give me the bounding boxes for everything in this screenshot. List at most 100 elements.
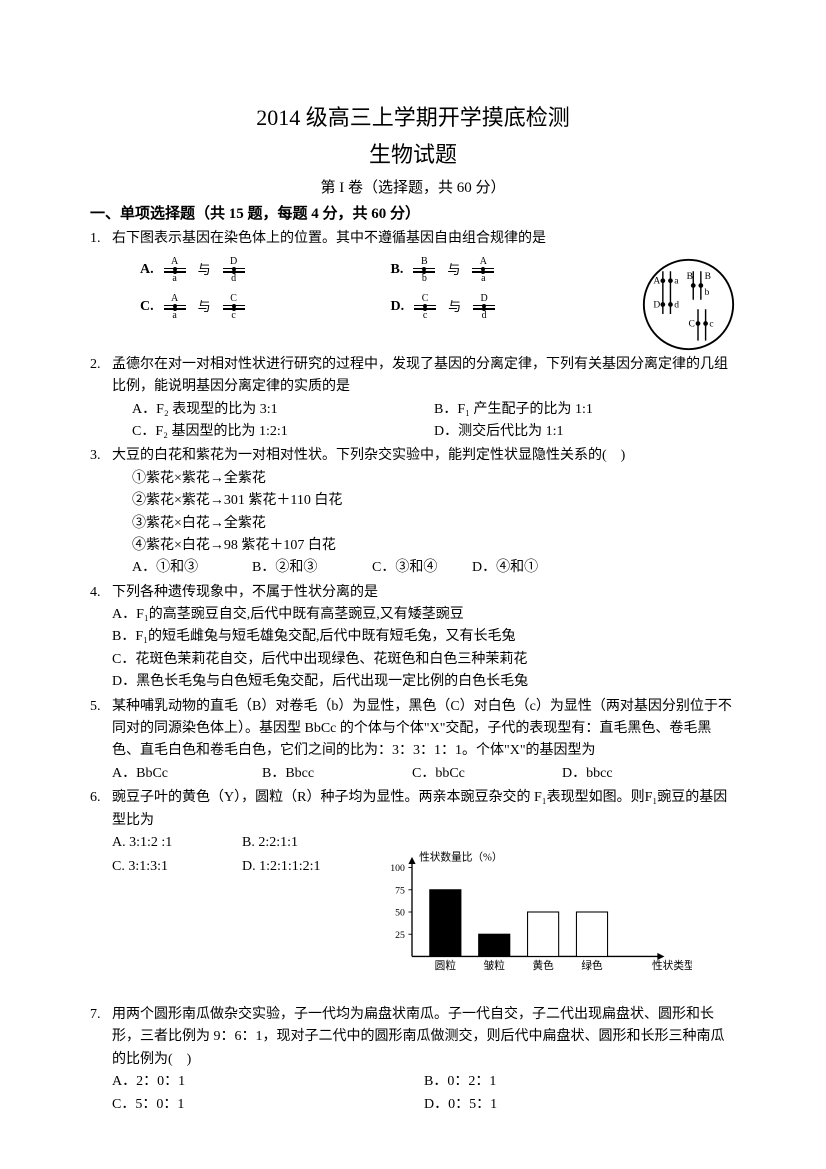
yu-label: 与: [198, 297, 211, 318]
question-1: 1. 右下图表示基因在染色体上的位置。其中不遵循基因自由组合规律的是: [90, 228, 736, 250]
q1-opt-d-label: D.: [391, 296, 405, 318]
chrom-pair-a: Aa 与 Dd: [160, 257, 249, 284]
chrom-pair-d: Cc 与 Dd: [410, 294, 499, 321]
chrom-letter: d: [231, 274, 236, 284]
svg-text:75: 75: [395, 885, 405, 896]
svg-text:100: 100: [390, 863, 405, 874]
q6-option-b: B. 2:2:1:1: [242, 832, 372, 854]
q1-option-d: D. Cc 与 Dd: [391, 294, 642, 321]
q3-line-2: ②紫花×紫花→301 紫花＋110 白花: [132, 490, 736, 512]
q6-option-d: D. 1:2:1:1:2:1: [242, 856, 372, 878]
yu-label: 与: [198, 260, 211, 281]
q1-options-row: A. Aa 与 Dd B. Bb 与 Aa C. Aa 与 Cc: [90, 257, 736, 352]
q2-text: 孟德尔在对一对相对性状进行研究的过程中，发现了基因的分离定律，下列有关基因分离定…: [112, 354, 736, 399]
svg-text:绿色: 绿色: [581, 959, 603, 972]
q3-option-d: D．④和①: [472, 557, 572, 579]
q3-text: 大豆的白花和紫花为一对相对性状。下列杂交实验中，能判定性状显隐性关系的( ): [112, 445, 736, 467]
q1-opt-b-label: B.: [391, 259, 404, 281]
q3-line-4: ④紫花×白花→98 紫花＋107 白花: [132, 535, 736, 557]
q1-opt-a-label: A.: [140, 259, 154, 281]
q7-option-c: C．5：0：1: [112, 1094, 424, 1116]
yu-label: 与: [448, 297, 461, 318]
q5-option-c: C．bbCc: [412, 763, 562, 785]
chrom-letter: A: [171, 294, 178, 304]
q6-bar-chart: 性状数量比（%） 性状类型 25 50 75 100 圆粒 皱粒 黄色 绿色: [372, 832, 692, 992]
q4-option-b: B．F₁的短毛雌兔与短毛雄兔交配,后代中既有短毛兔，又有长毛兔: [112, 626, 736, 648]
svg-text:皱粒: 皱粒: [484, 959, 506, 972]
svg-text:B: B: [687, 272, 693, 282]
q2-number: 2.: [90, 354, 112, 444]
q6-option-c: C. 3:1:3:1: [112, 856, 242, 878]
svg-text:25: 25: [395, 930, 405, 941]
chrom-letter: D: [481, 294, 488, 304]
svg-text:50: 50: [395, 908, 405, 919]
q5-option-d: D．bbcc: [562, 763, 712, 785]
q1-opt-c-label: C.: [140, 296, 154, 318]
q7-number: 7.: [90, 1004, 112, 1116]
chrom-letter: c: [231, 311, 235, 321]
q3-line-1: ①紫花×紫花→全紫花: [132, 468, 736, 490]
q7-option-a: A．2：0：1: [112, 1071, 424, 1093]
q5-option-b: B．Bbcc: [262, 763, 412, 785]
q3-option-a: A．①和③: [132, 557, 252, 579]
q6-text: 豌豆子叶的黄色（Y），圆粒（R）种子均为显性。两亲本豌豆杂交的 F₁表现型如图。…: [112, 787, 736, 832]
q4-option-c: C．花斑色茉莉花自交，后代中出现绿色、花斑色和白色三种茉莉花: [112, 649, 736, 671]
q5-number: 5.: [90, 696, 112, 786]
q3-option-b: B．②和③: [252, 557, 372, 579]
svg-text:性状数量比（%）: 性状数量比（%）: [419, 850, 502, 863]
svg-text:性状类型: 性状类型: [652, 959, 692, 972]
question-6: 6. 豌豆子叶的黄色（Y），圆粒（R）种子均为显性。两亲本豌豆杂交的 F₁表现型…: [90, 787, 736, 992]
q6-option-a: A. 3:1:2 :1: [112, 832, 242, 854]
question-4: 4. 下列各种遗传现象中，不属于性状分离的是 A．F₁的高茎豌豆自交,后代中既有…: [90, 582, 736, 694]
question-7: 7. 用两个圆形南瓜做杂交实验，子一代均为扁盘状南瓜。子一代自交，子二代出现扁盘…: [90, 1004, 736, 1116]
chrom-pair-b: Bb 与 Aa: [409, 257, 498, 284]
q4-text: 下列各种遗传现象中，不属于性状分离的是: [112, 582, 736, 604]
q3-option-c: C．③和④: [372, 557, 472, 579]
svg-text:d: d: [674, 300, 679, 310]
chrom-letter: b: [422, 274, 427, 284]
page-subtitle: 生物试题: [90, 137, 736, 172]
svg-text:圆粒: 圆粒: [435, 959, 457, 972]
q1-option-c: C. Aa 与 Cc: [140, 294, 391, 321]
svg-text:c: c: [709, 319, 713, 329]
q4-option-d: D．黑色长毛兔与白色短毛兔交配，后代出现一定比例的白色长毛兔: [112, 671, 736, 693]
q1-option-a: A. Aa 与 Dd: [140, 257, 391, 284]
yu-label: 与: [447, 260, 460, 281]
section-label: 第 I 卷（选择题，共 60 分）: [90, 176, 736, 200]
question-5: 5. 某种哺乳动物的直毛（B）对卷毛（b）为显性，黑色（C）对白色（c）为显性（…: [90, 696, 736, 786]
q1-option-b: B. Bb 与 Aa: [391, 257, 642, 284]
q5-option-a: A．BbCc: [112, 763, 262, 785]
chrom-letter: a: [172, 311, 176, 321]
cell-diagram: Aa Dd Bb B Cc: [641, 257, 736, 352]
svg-text:B: B: [705, 272, 711, 282]
q7-option-b: B．0：2：1: [424, 1071, 736, 1093]
q2-option-b: B．F₁ 产生配子的比为 1:1: [434, 399, 736, 421]
chrom-letter: a: [481, 274, 485, 284]
section-heading: 一、单项选择题（共 15 题，每题 4 分，共 60 分）: [90, 202, 736, 226]
q3-line-3: ③紫花×白花→全紫花: [132, 513, 736, 535]
q1-text: 右下图表示基因在染色体上的位置。其中不遵循基因自由组合规律的是: [112, 228, 736, 250]
chrom-letter: D: [230, 257, 237, 267]
chrom-letter: C: [230, 294, 237, 304]
chrom-letter: A: [171, 257, 178, 267]
chrom-letter: C: [422, 294, 429, 304]
q4-option-a: A．F₁的高茎豌豆自交,后代中既有高茎豌豆,又有矮茎豌豆: [112, 604, 736, 626]
q7-option-d: D．0：5：1: [424, 1094, 736, 1116]
q2-option-c: C．F₂ 基因型的比为 1:2:1: [132, 421, 434, 443]
svg-text:A: A: [653, 276, 660, 286]
page-title: 2014 级高三上学期开学摸底检测: [90, 100, 736, 135]
q2-option-d: D．测交后代比为 1:1: [434, 421, 736, 443]
svg-text:黄色: 黄色: [532, 959, 554, 972]
svg-text:D: D: [653, 300, 660, 310]
q6-number: 6.: [90, 787, 112, 992]
svg-text:C: C: [689, 319, 695, 329]
chrom-letter: c: [423, 311, 427, 321]
q1-number: 1.: [90, 228, 112, 250]
chrom-letter: d: [482, 311, 487, 321]
q4-number: 4.: [90, 582, 112, 694]
q3-number: 3.: [90, 445, 112, 579]
chrom-pair-c: Aa 与 Cc: [160, 294, 249, 321]
question-2: 2. 孟德尔在对一对相对性状进行研究的过程中，发现了基因的分离定律，下列有关基因…: [90, 354, 736, 444]
q2-option-a: A．F₂ 表现型的比为 3:1: [132, 399, 434, 421]
chrom-letter: A: [480, 257, 487, 267]
